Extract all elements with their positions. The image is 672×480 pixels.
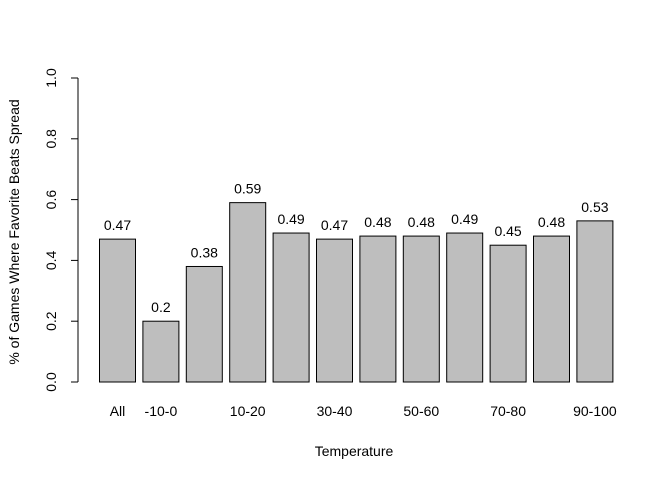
x-tick-label: All — [110, 403, 126, 419]
bar-value-label: 0.45 — [494, 223, 521, 239]
bar — [359, 235, 397, 383]
bar — [446, 232, 484, 383]
x-tick-label: 50-60 — [403, 403, 439, 419]
y-tick-label: 0.6 — [43, 190, 59, 210]
value-labels-group: 0.47 0.2 0.38 0.59 0.49 0.47 0.48 0.48 0.49 0.45 0… — [104, 181, 609, 316]
y-tick-label: 0.2 — [43, 311, 59, 331]
x-tick-label: 90-100 — [573, 403, 617, 419]
bar — [316, 238, 353, 383]
bar — [576, 220, 614, 383]
y-tick-label: 0.4 — [43, 250, 59, 270]
x-tick-label: 10-20 — [230, 403, 266, 419]
y-axis: 0.0 0.2 0.4 0.6 0.8 1.0 — [43, 68, 79, 392]
x-tick-labels: All -10-0 10-20 30-40 50-60 70-80 90-100 — [110, 403, 617, 419]
y-axis-label: % of Games Where Favorite Beats Spread — [6, 99, 22, 364]
bar — [142, 320, 180, 383]
x-tick-label: 30-40 — [317, 403, 353, 419]
bar — [489, 244, 527, 383]
x-tick-label: 70-80 — [490, 403, 526, 419]
bar — [402, 235, 440, 383]
bar-value-label: 0.49 — [277, 211, 304, 227]
bars-group — [99, 202, 614, 383]
y-tick-label: 1.0 — [43, 68, 59, 88]
bar-value-label: 0.38 — [191, 244, 218, 260]
bar-value-label: 0.48 — [538, 214, 565, 230]
bar-value-label: 0.59 — [234, 181, 261, 197]
bar-value-label: 0.47 — [104, 217, 131, 233]
bar — [229, 202, 267, 383]
bar-value-label: 0.48 — [408, 214, 435, 230]
y-tick-label: 0.0 — [43, 372, 59, 392]
x-axis-label: Temperature — [315, 443, 394, 459]
x-tick-label: -10-0 — [145, 403, 178, 419]
bar-value-label: 0.53 — [581, 199, 608, 215]
bar — [99, 238, 136, 383]
bar-value-label: 0.47 — [321, 217, 348, 233]
bar-value-label: 0.49 — [451, 211, 478, 227]
bar-value-label: 0.48 — [364, 214, 391, 230]
bar — [533, 235, 570, 383]
bar — [272, 232, 310, 383]
bar — [185, 265, 223, 383]
y-tick-label: 0.8 — [43, 129, 59, 149]
bar-value-label: 0.2 — [151, 299, 171, 315]
